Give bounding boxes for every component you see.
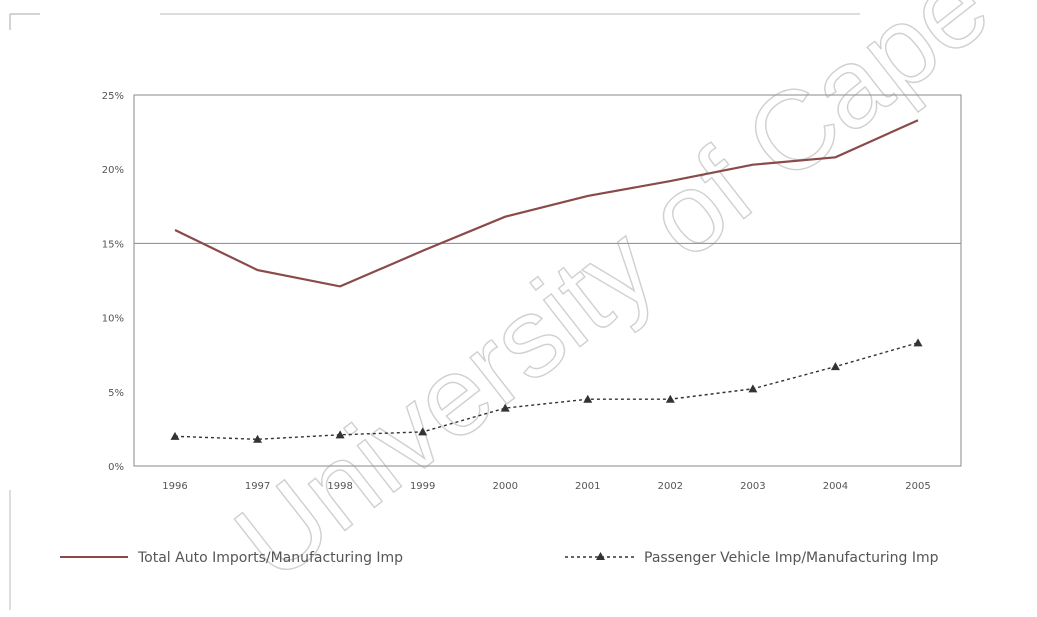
- data-point-triangle: [665, 394, 675, 403]
- data-point-triangle: [500, 403, 510, 412]
- x-tick-label: 1996: [162, 481, 187, 492]
- x-tick-label: 2003: [740, 481, 765, 492]
- x-tick-label: 2001: [575, 481, 600, 492]
- y-tick-label: 15%: [102, 239, 124, 250]
- legend: Total Auto Imports/Manufacturing Imp Pas…: [60, 550, 939, 566]
- y-axis: 0% 5% 10% 15% 20% 25%: [102, 91, 124, 473]
- data-point-triangle: [583, 394, 593, 403]
- y-tick-label: 20%: [102, 165, 124, 176]
- data-point-triangle: [335, 430, 345, 439]
- data-point-triangle: [748, 384, 758, 393]
- legend-label-passenger-vehicle: Passenger Vehicle Imp/Manufacturing Imp: [644, 550, 939, 566]
- data-point-triangle: [253, 434, 263, 443]
- y-tick-label: 0%: [108, 462, 124, 473]
- x-tick-label: 2005: [905, 481, 930, 492]
- series-line-total-auto-imports: [174, 119, 919, 288]
- series-layer: [170, 119, 923, 443]
- x-axis: 1996 1997 1998 1999 2000 2001 2002 2003 2004 2005: [162, 481, 930, 492]
- x-tick-label: 1999: [410, 481, 435, 492]
- x-tick-label: 2002: [658, 481, 683, 492]
- x-tick-label: 2000: [492, 481, 517, 492]
- legend-marker-triangle-icon: [596, 552, 605, 560]
- data-point-triangle: [170, 431, 180, 440]
- x-tick-label: 1997: [245, 481, 270, 492]
- data-point-triangle: [913, 338, 923, 347]
- x-tick-label: 1998: [327, 481, 352, 492]
- legend-label-total-auto: Total Auto Imports/Manufacturing Imp: [137, 550, 403, 566]
- series-line-passenger-vehicle: [174, 342, 919, 441]
- x-tick-label: 2004: [823, 481, 848, 492]
- watermark-text: University of Cape Town: [213, 0, 1037, 604]
- data-point-triangle: [418, 427, 428, 436]
- plot-area: [133, 94, 962, 467]
- data-point-triangle: [830, 362, 840, 371]
- y-tick-label: 25%: [102, 91, 124, 102]
- y-tick-label: 5%: [108, 388, 124, 399]
- y-tick-label: 10%: [102, 314, 124, 325]
